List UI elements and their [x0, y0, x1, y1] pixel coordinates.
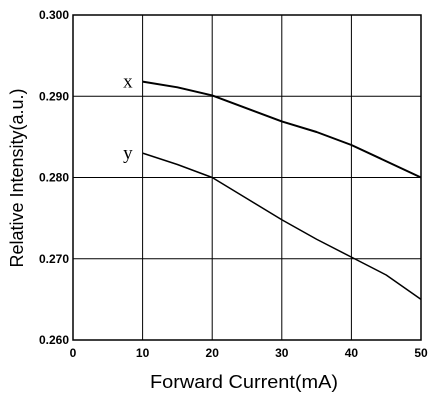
- x-tick-label: 30: [275, 346, 289, 360]
- x-tick-label: 20: [206, 346, 220, 360]
- y-tick-label: 0.260: [39, 333, 69, 347]
- grid-lines: [73, 15, 421, 340]
- x-tick-labels: 0 10 20 30 40 50: [70, 346, 428, 360]
- series-line-x: [142, 80, 422, 179]
- x-tick-label: 10: [136, 346, 150, 360]
- y-tick-label: 0.270: [39, 252, 69, 266]
- x-tick-label: 0: [70, 346, 77, 360]
- series-labels: xy: [123, 72, 133, 165]
- y-tick-label: 0.290: [39, 89, 69, 103]
- y-tick-label: 0.280: [39, 171, 69, 185]
- x-tick-label: 40: [345, 346, 359, 360]
- series-label-y: y: [123, 143, 133, 164]
- y-axis-title: Relative Intensity(a.u.): [7, 88, 27, 267]
- y-tick-label: 0.300: [39, 8, 69, 22]
- series-lines: [142, 80, 422, 300]
- series-label-x: x: [123, 72, 133, 93]
- series-line-y: [142, 152, 422, 300]
- x-tick-label: 50: [414, 346, 428, 360]
- x-axis-title: Forward Current(mA): [150, 372, 338, 392]
- y-tick-labels: 0.260 0.270 0.280 0.290 0.300: [39, 8, 69, 347]
